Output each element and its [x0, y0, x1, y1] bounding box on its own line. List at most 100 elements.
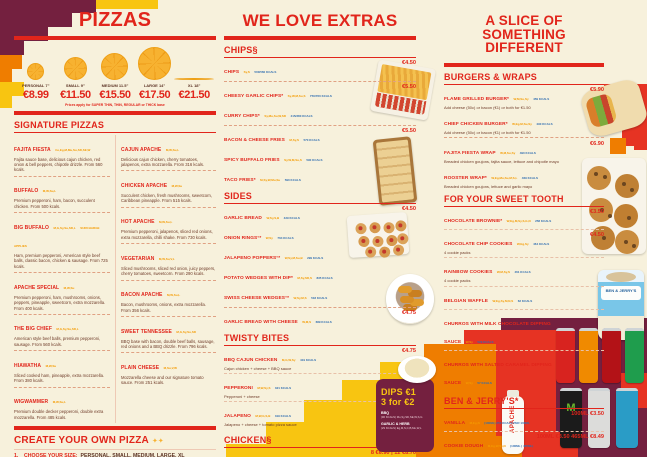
menu-item-row: FLAME GRILLED BURGER* W,M,Su,Sy 459 KCAL…	[444, 87, 604, 110]
kcal-note: 459 KCALS	[533, 96, 550, 101]
pizza-name: HIAWATHA	[14, 362, 42, 369]
kcal-note: 461 KCALS	[514, 270, 531, 275]
pizza-item: THE BIG CHIEF M,G,Sy,Su,SD,L American st…	[14, 315, 110, 352]
pizza-description: American style beef balls, premium peppe…	[14, 336, 101, 347]
allergen-codes: M,W,G,S,B	[255, 414, 271, 419]
item-price: €3.50	[590, 209, 604, 216]
menu-item: COOKIE DOUGH M,Eg,W,Sy,N (100ML | 465ML)…	[444, 434, 537, 457]
pizza-name: SWEET TENNESSEE	[121, 328, 172, 335]
allergen-codes: W,Sy,M,Su,B	[284, 256, 303, 260]
allergen-codes: W,Eg,Sy,M,N,S	[492, 298, 514, 303]
monster-ultra-can-image	[588, 388, 610, 448]
pizza-name: PLAIN CHEESE	[121, 364, 160, 371]
dotted-separator	[444, 137, 604, 139]
item-name: BBQ CAJUN CHICKEN	[224, 358, 278, 363]
dip-bbq-info: (90 KCALS) Mu,Sy,SD,SE,W,S,G	[381, 414, 423, 419]
bottle-image	[502, 396, 524, 454]
item-name: FLAME GRILLED BURGER*	[444, 96, 509, 102]
menu-item-row: POTATO WEDGES WITH DIP* M,Sy,SD,S 835 KC…	[224, 266, 416, 284]
pizza-name: CHICKEN APACHE	[121, 182, 168, 189]
menu-item-row: FAJITA FIESTA WRAP W,M,Su,Sy 490 KCALS B…	[444, 141, 604, 164]
item-name: PEPPERONI	[224, 386, 253, 392]
menu-item: GARLIC BREAD WITH CHEESE W,M,S 689 KCALS	[224, 310, 332, 328]
extras-title: WE LOVE EXTRAS	[242, 11, 398, 30]
pizza-description: Premium pepperoni, ham, mushrooms, onion…	[14, 294, 106, 311]
item-name: BELGIAN WAFFLE	[444, 298, 489, 304]
size-label: MEDIUM 11.5"	[101, 83, 129, 88]
item-name: CHOCOLATE CHIP COOKIES	[444, 242, 513, 248]
allergen-codes: M,G,Sy,Su,SD,L	[53, 225, 76, 230]
dips-deal-line: 3 for €2	[381, 397, 415, 408]
menu-item-row: CURRY CHIPS* Sy,Mu,Su,W,SD 415/380 KCALS	[224, 104, 416, 122]
menu-item: FAJITA FIESTA WRAP W,M,Su,Sy 490 KCALS B…	[444, 141, 559, 164]
item-name: CHURROS WITH SALTED CARAMEL DIPPING SAUC…	[444, 362, 552, 386]
pizza-description: Delicious cajun chicken, cherry tomatoes…	[121, 156, 205, 167]
item-description: Pepperoni + cheese	[224, 394, 260, 400]
item-name: GARLIC BREAD	[224, 216, 262, 221]
pizza-description: Sliced mushrooms, sliced red onion, juic…	[121, 265, 216, 277]
kcal-note: 490 KCALS	[519, 150, 536, 155]
menu-item-row: CHEESY GARLIC CHIPS* Sy,W,M,Su,S 750/760…	[224, 84, 416, 102]
kcal-note: 490 KCALS	[536, 121, 553, 126]
menu-item: JALAPENO M,W,G,S,B 319 KCALS Jalapeno + …	[224, 404, 297, 427]
cookies-photo	[582, 158, 646, 254]
chips-group-3: BACON & CHEESE FRIES M,Sy,S 570 KCALS €5…	[224, 128, 416, 186]
size-price: €15.50	[99, 89, 131, 101]
kcal-note: 529 KCALS	[477, 339, 494, 344]
dip-bbq-label: BBQ	[381, 410, 389, 415]
pizza-description: Ham, premium pepperoni, American style b…	[14, 252, 108, 269]
chicken-title: CHICKEN§	[224, 435, 416, 448]
item-subnote: 4 cookie packs	[444, 278, 471, 284]
allergen-codes: W,Eg,M,Sy,S,G,N	[506, 219, 531, 224]
kcal-note: 62 KCALS	[517, 298, 533, 303]
allergen-codes: Ce,Eg,M,Mu,Su,SD,SE,W	[55, 147, 91, 152]
pizza-item: APACHE SPECIAL M,W,Su Premium pepperoni,…	[14, 273, 110, 315]
sweet-tooth-list: CHOCOLATE BROWNIE* W,Eg,M,Sy,S,G,N 258 K…	[444, 209, 604, 390]
kcal-note: 835 KCALS	[316, 276, 333, 280]
item-price: €5.50	[402, 84, 416, 90]
allergen-codes: M,W,Su,L	[166, 293, 181, 298]
item-description: Jalapeno + cheese + tomato pizza sauce	[224, 422, 297, 428]
item-name: SPICY BUFFALO FRIES	[224, 158, 280, 163]
chips-group-2: CHEESY GARLIC CHIPS* Sy,W,M,Su,S 750/760…	[224, 84, 416, 122]
item-name: CURRY CHIPS*	[224, 114, 260, 119]
ben-jerrys-list: VANILLA M,Eg,N (100ML) 250 KCALS PER 100…	[444, 411, 604, 457]
menu-item: TACO FRIES* M,Sy,W,Mu,Su 590 KCALS	[224, 168, 301, 186]
menu-item-row: CHOCOLATE CHIP COOKIES W,Eg,Sy 464 KCALS…	[444, 232, 604, 259]
fanta-can-image	[579, 328, 598, 383]
water-bottle-photo: APACHE	[498, 390, 528, 454]
chips-title: CHIPS§	[224, 45, 416, 58]
dips-offer-badge: DIPS €1 3 for €2 BBQ (90 KCALS) Mu,Sy,SD…	[376, 379, 434, 452]
kcal-note: 299 KCALS	[307, 256, 324, 260]
signature-pizzas-title: SIGNATURE PIZZAS	[14, 120, 216, 133]
menu-item-row: CHOCOLATE BROWNIE* W,Eg,M,Sy,S,G,N 258 K…	[444, 209, 604, 231]
divider-bar	[444, 62, 604, 67]
pizza-item: VEGETARIAN M,W,Su,V,L Sliced mushrooms, …	[121, 244, 216, 281]
allergen-codes: M,W,Su	[45, 363, 57, 368]
kcal-note: 419 KCALS	[299, 358, 317, 362]
item-description: Breaded chicken goujons, fajita sauce, l…	[444, 158, 559, 164]
item-name: CHURROS WITH MILK CHOCOLATE DIPPING SAUC…	[444, 321, 551, 345]
dotted-separator	[224, 306, 416, 308]
signature-col-1: FAJITA FIESTA Ce,Eg,M,Mu,Su,SD,SE,W Faji…	[14, 135, 115, 423]
item-name: TACO FRIES*	[224, 178, 256, 183]
allergen-codes: Sy,S	[243, 70, 250, 74]
menu-item: CHURROS WITH MILK CHOCOLATE DIPPING SAUC…	[444, 312, 569, 348]
pizza-name: WIGWAMMER	[14, 399, 49, 406]
sides-title: SIDES	[224, 191, 416, 204]
sprite-can-image	[625, 328, 644, 383]
allergen-codes: M,Eg,N	[469, 420, 480, 425]
menu-item-row: CHIEF CHICKEN BURGER* W,Eg,M,Su,Sy 490 K…	[444, 112, 604, 135]
allergen-codes: Sy,Mu,Su,W,SD	[264, 114, 287, 118]
allergen-codes: M,Sy,SD,S	[297, 276, 313, 280]
burgers-wraps-title: BURGERS & WRAPS	[444, 72, 604, 85]
menu-item: BBQ CAJUN CHICKEN M,G,W,Sy 419 KCALS Caj…	[224, 348, 316, 371]
divider-bar	[224, 36, 416, 40]
allergen-codes: M,W,Su,L	[52, 400, 67, 405]
kcal-note: 590 KCALS	[306, 158, 323, 162]
pizza-item: CAJUN APACHE M,W,Su,L Delicious cajun ch…	[121, 135, 216, 172]
allergen-codes: M,W,Su	[171, 183, 183, 188]
extras-column: WE LOVE EXTRAS CHIPS§ CHIPS Sy,S 500/560…	[224, 8, 416, 457]
allergen-codes: M,Su,V,W	[163, 365, 177, 370]
